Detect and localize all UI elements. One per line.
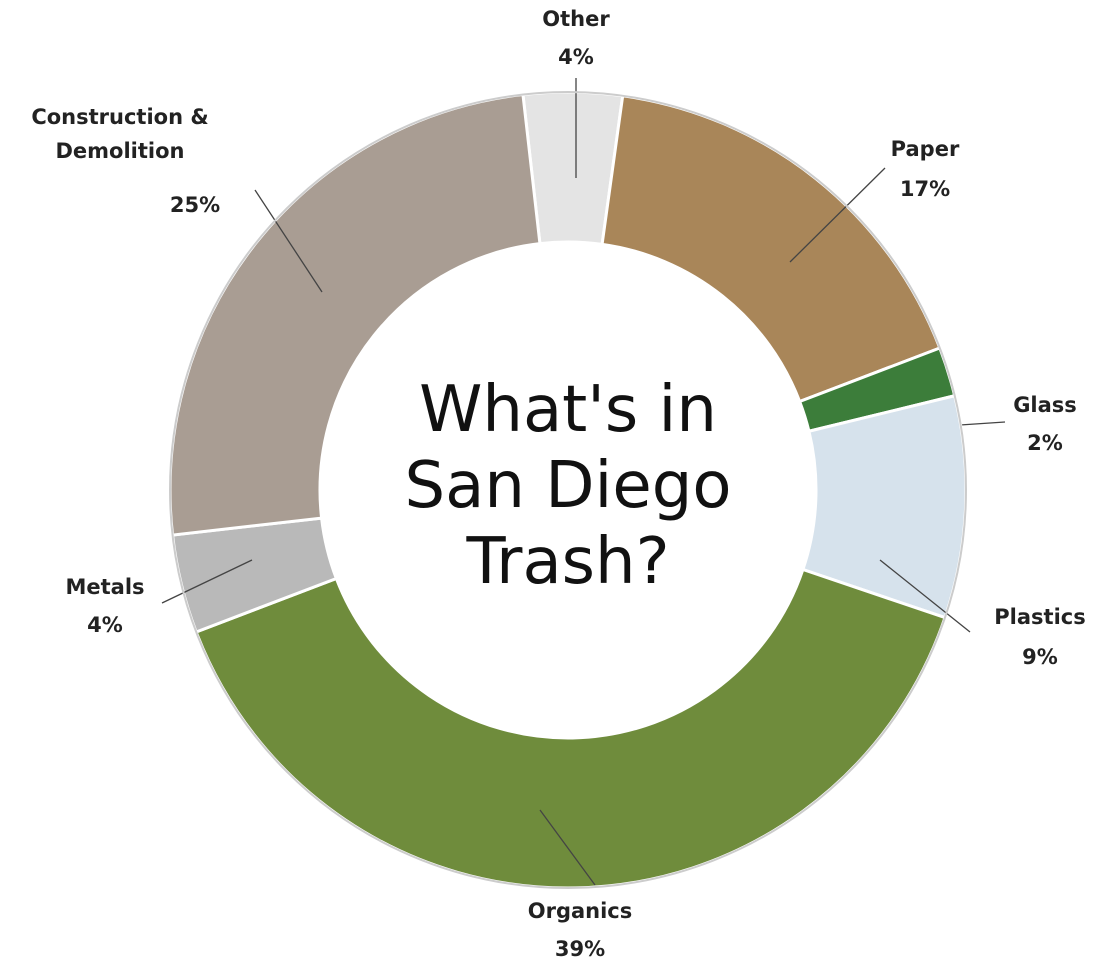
slice-value-label: 2% bbox=[1027, 426, 1063, 460]
slice-value-label: 25% bbox=[170, 188, 220, 222]
slice-label: Metals bbox=[5, 570, 205, 604]
slice-value-label: 4% bbox=[87, 608, 123, 642]
slice-label: Organics bbox=[480, 894, 680, 928]
chart: What's in San Diego Trash? Other 4% Paper 1… bbox=[0, 0, 1096, 962]
slice-label: Plastics bbox=[940, 600, 1096, 634]
slice-label: Other bbox=[476, 2, 676, 36]
slice-value-label: 9% bbox=[1022, 640, 1058, 674]
slice-value-label: 17% bbox=[900, 172, 950, 206]
slice-label: Paper bbox=[825, 132, 1025, 166]
slice-value-label: 4% bbox=[558, 40, 594, 74]
slice-label: Glass bbox=[945, 388, 1096, 422]
slice-value-label: 39% bbox=[555, 932, 605, 962]
chart-title: What's in San Diego Trash? bbox=[378, 372, 758, 600]
donut-slice bbox=[196, 570, 945, 888]
slice-label: Construction & Demolition bbox=[5, 100, 235, 168]
